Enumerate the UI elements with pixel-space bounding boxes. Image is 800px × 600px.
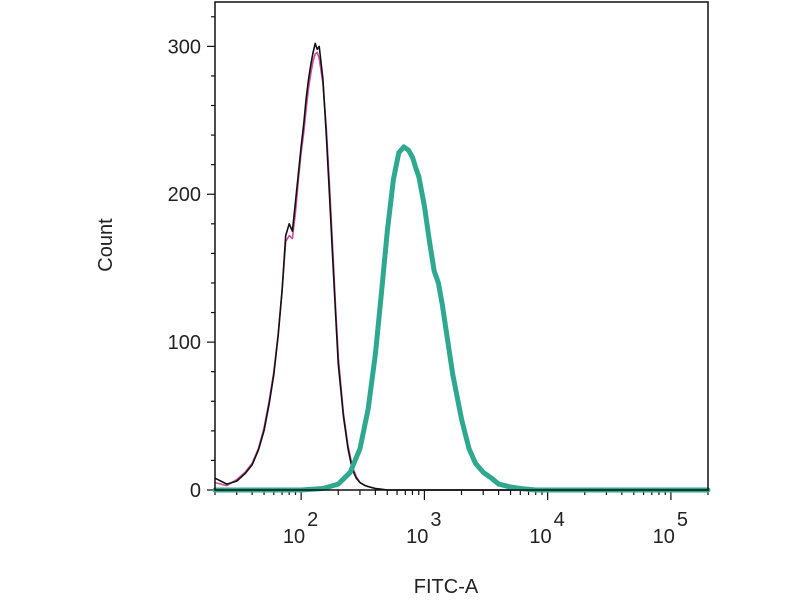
x-axis-label: FITC-A bbox=[414, 576, 479, 598]
x-tick-label-base: 10 bbox=[406, 526, 428, 548]
x-tick-label-exponent: 4 bbox=[554, 509, 565, 531]
x-tick-label-base: 10 bbox=[653, 526, 675, 548]
y-tick-label: 0 bbox=[190, 480, 201, 502]
series-line-2 bbox=[214, 42, 709, 491]
y-axis-label: Count bbox=[95, 218, 117, 272]
series-line-3 bbox=[212, 144, 711, 493]
x-tick-label-exponent: 3 bbox=[430, 509, 441, 531]
y-axis-ticks: 0 100 200 300 bbox=[168, 16, 215, 502]
x-tick-label-exponent: 5 bbox=[677, 509, 688, 531]
plot-frame bbox=[214, 1, 709, 491]
y-tick-label: 200 bbox=[168, 184, 201, 206]
x-tick-label-exponent: 2 bbox=[307, 509, 318, 531]
y-tick-label: 300 bbox=[168, 36, 201, 58]
y-tick-label: 100 bbox=[168, 332, 201, 354]
series-layer bbox=[212, 42, 711, 493]
x-tick-label-base: 10 bbox=[529, 526, 551, 548]
x-tick-label-base: 10 bbox=[283, 526, 305, 548]
